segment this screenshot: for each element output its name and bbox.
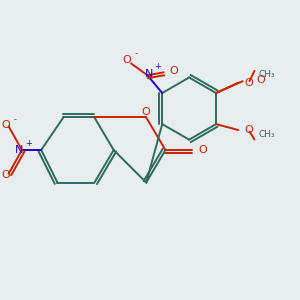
Text: -: - [135,50,138,58]
Text: O: O [1,170,10,180]
Text: CH₃: CH₃ [259,70,276,79]
Text: O: O [122,56,131,65]
Text: N: N [15,145,23,155]
Text: O: O [256,75,265,85]
Text: O: O [245,78,254,88]
Text: O: O [142,107,151,117]
Text: O: O [1,120,10,130]
Text: CH₃: CH₃ [259,130,276,139]
Text: -: - [14,115,16,124]
Text: +: + [25,139,32,148]
Text: N: N [145,69,153,79]
Text: O: O [198,145,207,155]
Text: O: O [170,66,178,76]
Text: O: O [245,125,254,135]
Text: +: + [154,62,161,71]
